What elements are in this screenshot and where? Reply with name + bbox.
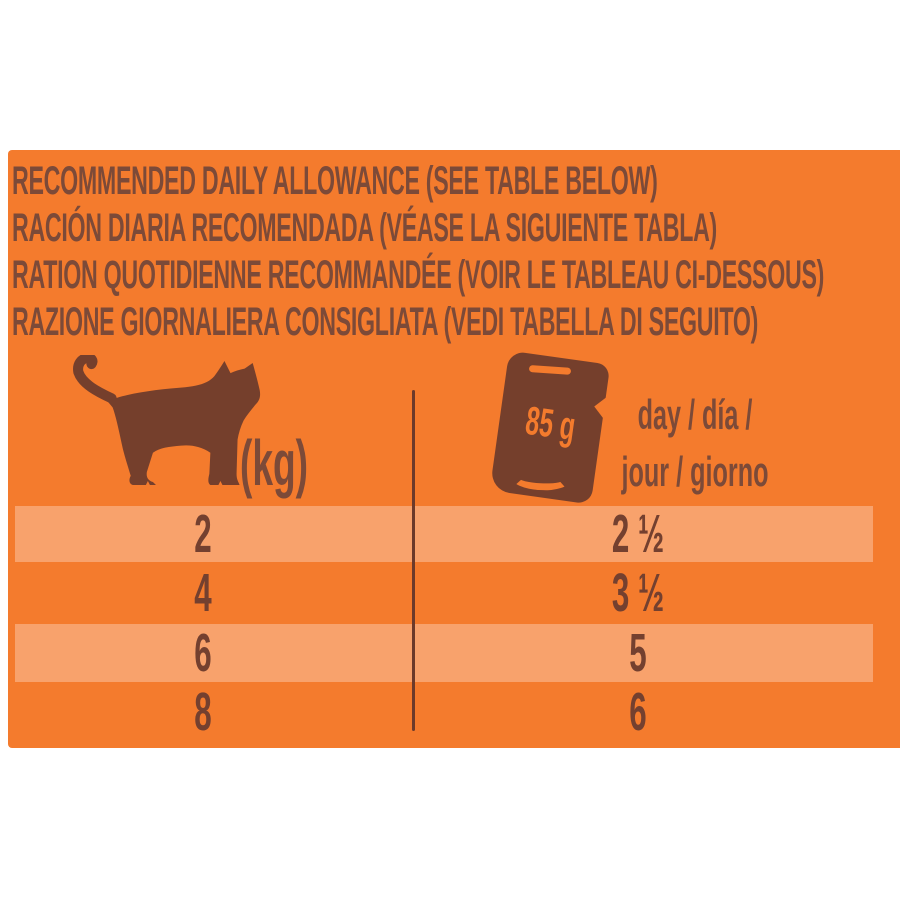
- weight-unit-label: (kg): [240, 427, 309, 499]
- column-divider-line: [412, 390, 415, 731]
- heading-block: RECOMMENDED DAILY ALLOWANCE (SEE TABLE B…: [12, 158, 900, 346]
- cat-weight-value: 8: [194, 682, 212, 742]
- table-row: 4 3 ½: [15, 562, 873, 624]
- cat-icon: [73, 355, 261, 485]
- table-row: 8 6: [15, 682, 873, 742]
- table-row: 6 5: [15, 623, 873, 683]
- heading-spanish: RACIÓN DIARIA RECOMENDADA (VÉASE LA SIGU…: [12, 206, 717, 250]
- pouches-per-day-value: 2 ½: [611, 504, 665, 564]
- pouch-gusset-line: [511, 466, 571, 492]
- heading-english: RECOMMENDED DAILY ALLOWANCE (SEE TABLE B…: [12, 159, 658, 203]
- pouch-icon: 85 g: [489, 350, 616, 505]
- pouches-per-day-value: 3 ½: [611, 563, 665, 623]
- pouch-weight-label: 85 g: [522, 398, 579, 450]
- pouches-per-day-value: 6: [629, 682, 647, 742]
- cat-weight-value: 6: [194, 623, 212, 683]
- heading-italian: RAZIONE GIORNALIERA CONSIGLIATA (VEDI TA…: [12, 300, 759, 344]
- pouches-per-day-value: 5: [629, 623, 647, 683]
- cat-weight-value: 2: [194, 504, 212, 564]
- pouch-tear-line: [528, 364, 572, 375]
- heading-french: RATION QUOTIDIENNE RECOMMANDÉE (VOIR LE …: [12, 253, 825, 297]
- table-row: 2 2 ½: [15, 504, 873, 564]
- feeding-table: 2 2 ½ 4 3 ½ 6 5 8 6: [15, 504, 873, 742]
- per-day-label: day / día / jour / giorno: [544, 386, 846, 500]
- per-day-label-line2: jour / giorno: [621, 448, 769, 495]
- cat-weight-value: 4: [194, 563, 212, 623]
- per-day-label-line1: day / día /: [637, 391, 753, 438]
